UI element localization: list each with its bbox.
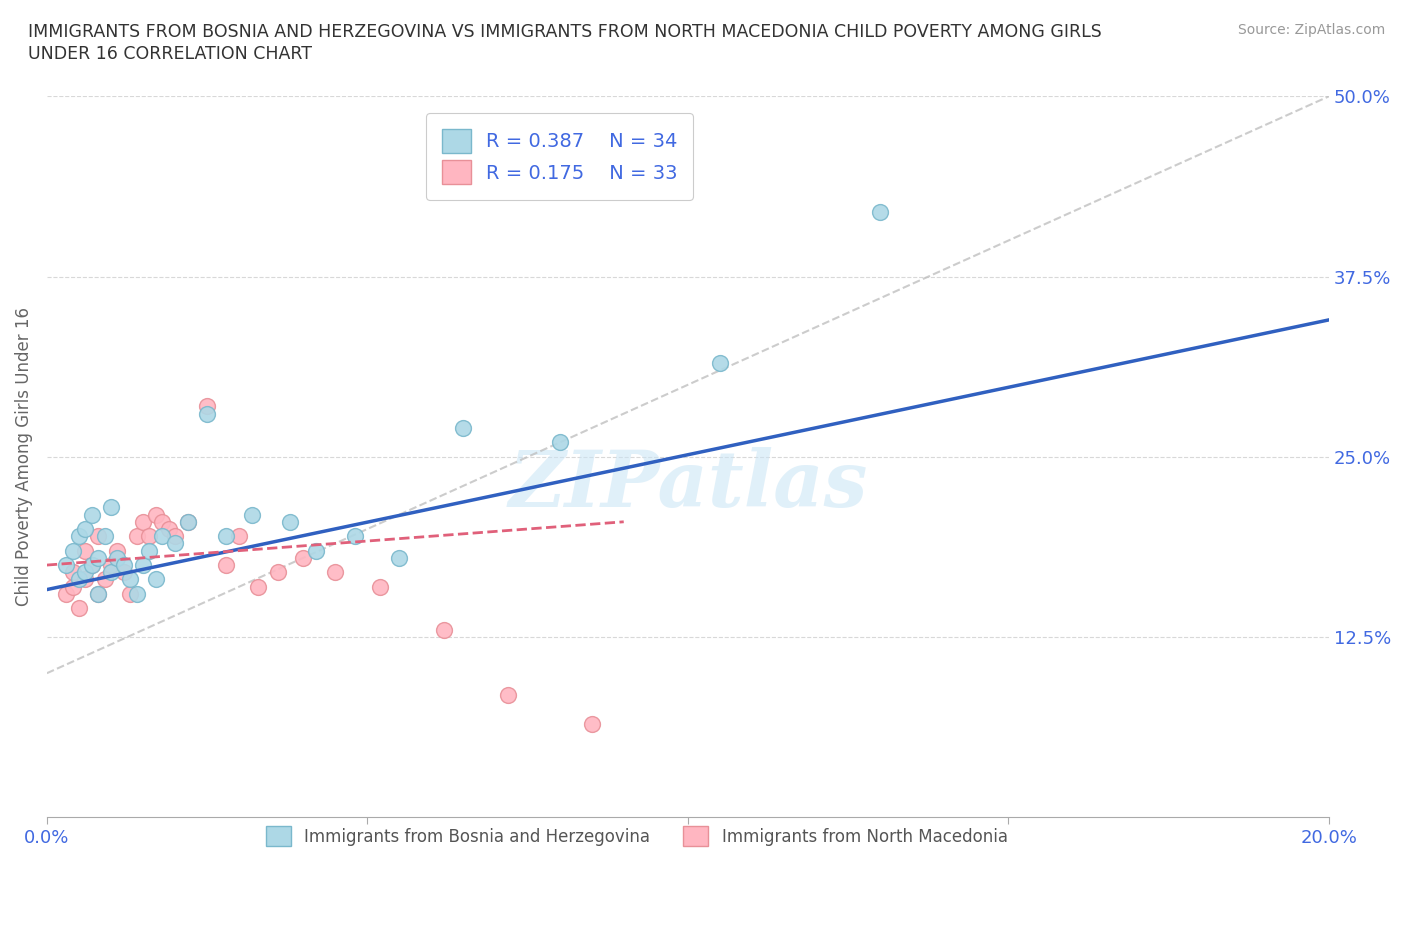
Point — [75, 522, 97, 537]
Point — [125, 529, 148, 544]
Point — [62, 543, 84, 558]
Point — [247, 579, 270, 594]
Point — [67, 601, 90, 616]
Point — [292, 551, 315, 565]
Point — [323, 565, 346, 579]
Point — [75, 572, 97, 587]
Point — [388, 551, 411, 565]
Point — [195, 399, 218, 414]
Point — [67, 529, 90, 544]
Text: UNDER 16 CORRELATION CHART: UNDER 16 CORRELATION CHART — [28, 45, 312, 62]
Point — [80, 558, 103, 573]
Text: IMMIGRANTS FROM BOSNIA AND HERZEGOVINA VS IMMIGRANTS FROM NORTH MACEDONIA CHILD : IMMIGRANTS FROM BOSNIA AND HERZEGOVINA V… — [28, 23, 1102, 41]
Point — [177, 514, 200, 529]
Point — [62, 579, 84, 594]
Point — [87, 587, 110, 602]
Point — [87, 587, 110, 602]
Point — [138, 529, 160, 544]
Point — [498, 687, 520, 702]
Point — [157, 522, 180, 537]
Point — [100, 558, 122, 573]
Point — [177, 514, 200, 529]
Point — [120, 572, 142, 587]
Point — [93, 529, 115, 544]
Point — [55, 558, 77, 573]
Legend: Immigrants from Bosnia and Herzegovina, Immigrants from North Macedonia: Immigrants from Bosnia and Herzegovina, … — [252, 813, 1021, 859]
Text: Source: ZipAtlas.com: Source: ZipAtlas.com — [1237, 23, 1385, 37]
Point — [215, 558, 238, 573]
Point — [368, 579, 391, 594]
Point — [869, 205, 891, 219]
Point — [145, 572, 167, 587]
Point — [709, 356, 731, 371]
Point — [105, 551, 128, 565]
Point — [240, 507, 263, 522]
Point — [80, 507, 103, 522]
Point — [215, 529, 238, 544]
Point — [581, 716, 603, 731]
Point — [280, 514, 302, 529]
Point — [87, 529, 110, 544]
Point — [343, 529, 366, 544]
Point — [93, 572, 115, 587]
Point — [305, 543, 328, 558]
Point — [433, 622, 456, 637]
Point — [150, 529, 173, 544]
Point — [165, 536, 187, 551]
Point — [55, 587, 77, 602]
Point — [266, 565, 288, 579]
Point — [80, 558, 103, 573]
Y-axis label: Child Poverty Among Girls Under 16: Child Poverty Among Girls Under 16 — [15, 308, 32, 606]
Point — [138, 543, 160, 558]
Point — [453, 420, 475, 435]
Point — [150, 514, 173, 529]
Point — [75, 543, 97, 558]
Point — [165, 529, 187, 544]
Point — [195, 406, 218, 421]
Point — [100, 500, 122, 515]
Point — [105, 543, 128, 558]
Text: ZIPatlas: ZIPatlas — [508, 447, 868, 524]
Point — [62, 565, 84, 579]
Point — [228, 529, 250, 544]
Point — [67, 572, 90, 587]
Point — [100, 565, 122, 579]
Point — [125, 587, 148, 602]
Point — [132, 514, 155, 529]
Point — [112, 565, 135, 579]
Point — [548, 435, 571, 450]
Point — [120, 587, 142, 602]
Point — [87, 551, 110, 565]
Point — [112, 558, 135, 573]
Point — [145, 507, 167, 522]
Point — [75, 565, 97, 579]
Point — [132, 558, 155, 573]
